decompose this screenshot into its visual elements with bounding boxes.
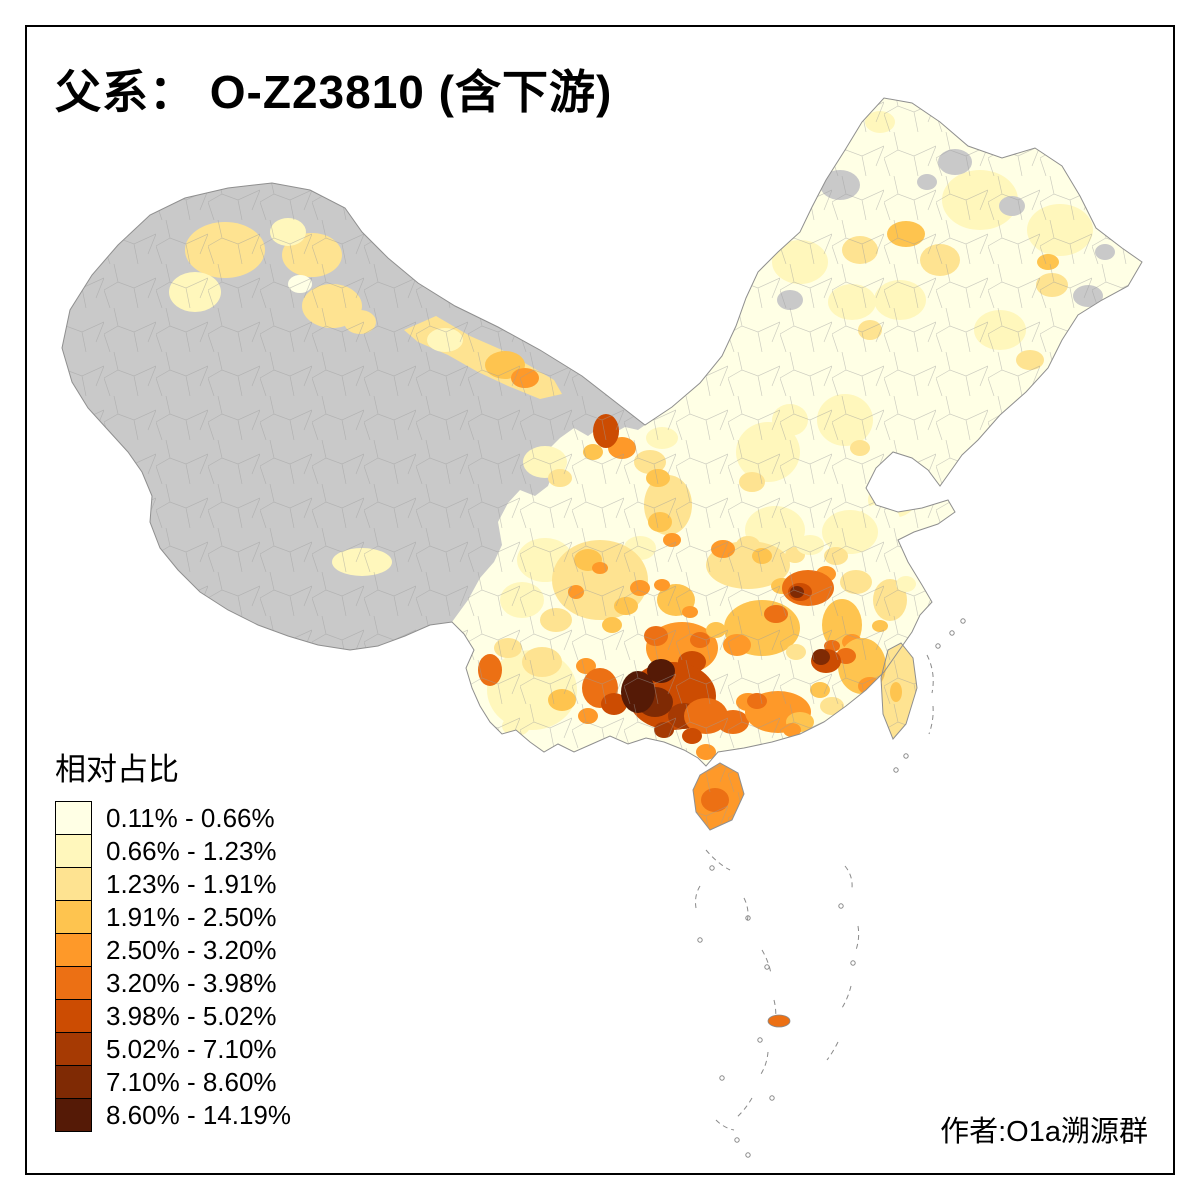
legend: 相对占比 0.11% - 0.66% 0.66% - 1.23% 1.23% - 1…	[55, 744, 291, 1132]
figure-title: 父系： O-Z23810 (含下游)	[55, 66, 613, 118]
legend-swatch	[55, 834, 92, 868]
legend-swatch	[55, 1065, 92, 1099]
legend-label: 5.02% - 7.10%	[106, 1033, 277, 1064]
legend-rows: 0.11% - 0.66% 0.66% - 1.23% 1.23% - 1.91% 1…	[55, 801, 291, 1132]
legend-row: 8.60% - 14.19%	[55, 1098, 291, 1132]
legend-row: 1.91% - 2.50%	[55, 900, 291, 934]
legend-row: 3.98% - 5.02%	[55, 999, 291, 1033]
legend-swatch	[55, 966, 92, 1000]
south-sea-island-orange	[767, 1014, 791, 1028]
legend-swatch	[55, 801, 92, 835]
legend-row: 3.20% - 3.98%	[55, 966, 291, 1000]
region-patch	[910, 484, 930, 500]
legend-label: 0.11% - 0.66%	[106, 802, 275, 833]
legend-label: 2.50% - 3.20%	[106, 934, 277, 965]
legend-row: 0.11% - 0.66%	[55, 801, 291, 835]
figure-border-frame	[25, 25, 1175, 1175]
legend-label: 3.20% - 3.98%	[106, 967, 277, 998]
author-credit: 作者:O1a溯源群	[940, 1116, 1148, 1148]
legend-label: 7.10% - 8.60%	[106, 1066, 277, 1097]
legend-swatch	[55, 999, 92, 1033]
legend-label: 8.60% - 14.19%	[106, 1099, 292, 1130]
legend-swatch	[55, 933, 92, 967]
legend-label: 1.23% - 1.91%	[106, 868, 277, 899]
legend-label: 1.91% - 2.50%	[106, 901, 277, 932]
legend-row: 7.10% - 8.60%	[55, 1065, 291, 1099]
choropleth-regions	[62, 98, 1142, 830]
legend-label: 0.66% - 1.23%	[106, 835, 277, 866]
legend-title: 相对占比	[55, 752, 179, 787]
legend-label: 3.98% - 5.02%	[106, 1000, 277, 1031]
legend-swatch	[55, 867, 92, 901]
legend-row: 0.66% - 1.23%	[55, 834, 291, 868]
legend-row: 5.02% - 7.10%	[55, 1032, 291, 1066]
legend-swatch	[55, 900, 92, 934]
sea-island-dashes	[695, 618, 966, 1158]
legend-row: 1.23% - 1.91%	[55, 867, 291, 901]
legend-swatch	[55, 1032, 92, 1066]
legend-row: 2.50% - 3.20%	[55, 933, 291, 967]
legend-swatch	[55, 1098, 92, 1132]
